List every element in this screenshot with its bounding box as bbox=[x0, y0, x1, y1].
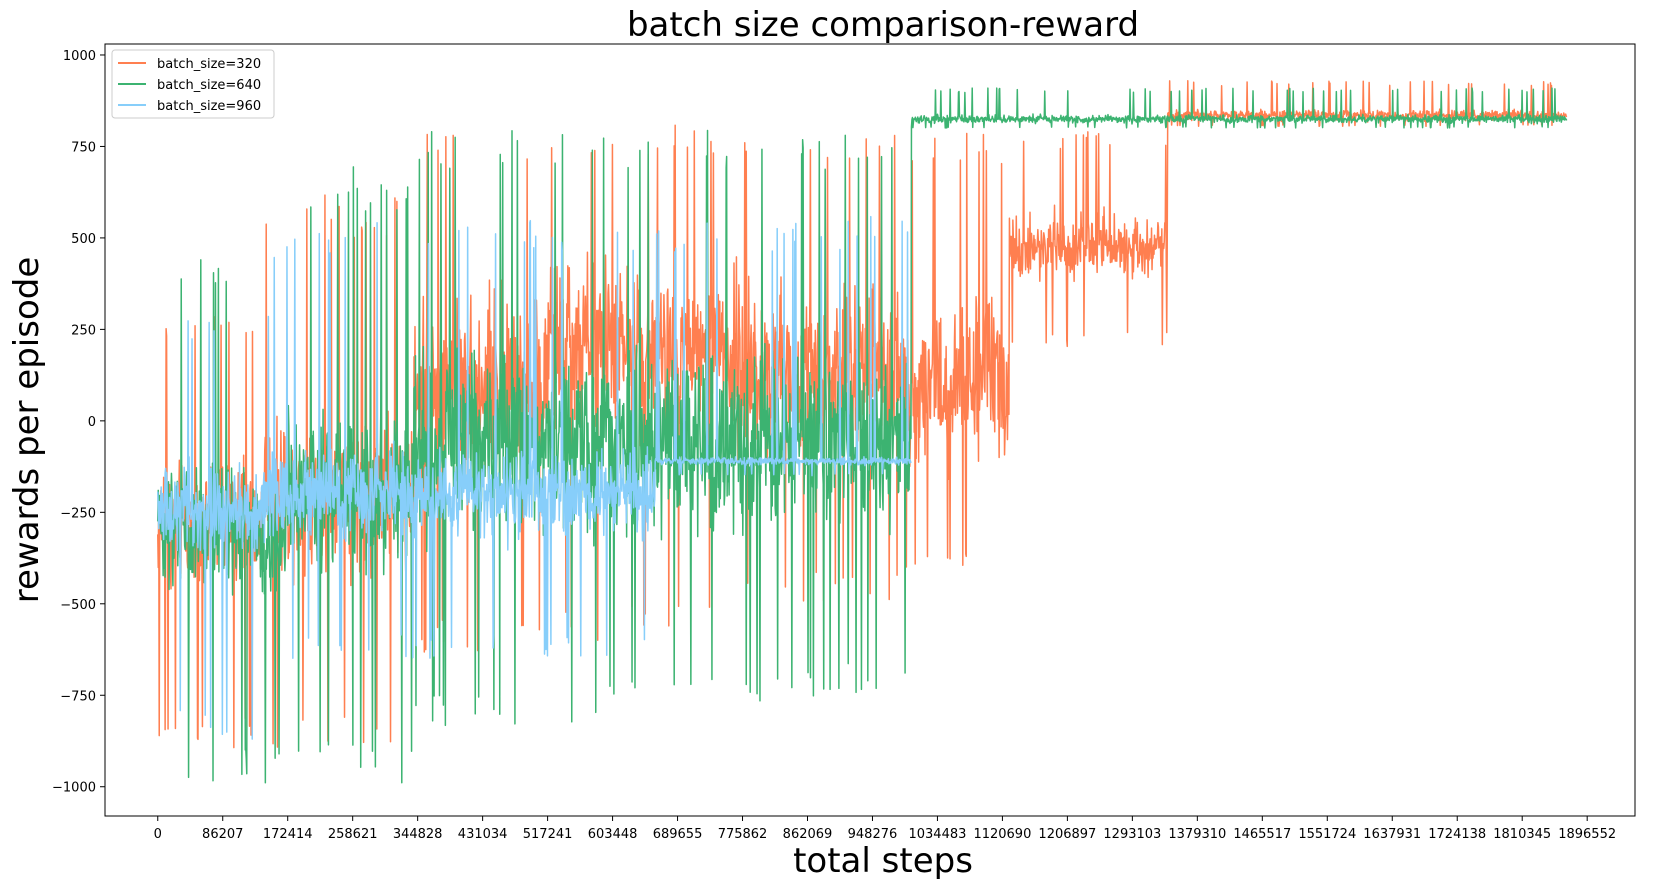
x-tick-label: 1724138 bbox=[1428, 827, 1486, 842]
x-tick-label: 86207 bbox=[202, 827, 243, 842]
y-tick-label: 0 bbox=[88, 415, 96, 430]
y-tick-label: −1000 bbox=[52, 781, 96, 796]
y-axis-label: rewards per episode bbox=[7, 257, 47, 604]
y-tick-label: −750 bbox=[60, 689, 96, 704]
x-tick-label: 1810345 bbox=[1493, 827, 1551, 842]
x-tick-label: 862069 bbox=[783, 827, 833, 842]
legend: batch_size=320 batch_size=640 batch_size=9… bbox=[111, 49, 275, 119]
x-tick-label: 1637931 bbox=[1363, 827, 1421, 842]
x-tick-label: 1120690 bbox=[973, 827, 1031, 842]
x-tick-label: 431034 bbox=[458, 827, 508, 842]
y-tick-label: −250 bbox=[60, 506, 96, 521]
legend-entries: batch_size=320 batch_size=640 batch_size=9… bbox=[118, 57, 261, 114]
x-tick-label: 0 bbox=[154, 827, 162, 842]
legend-label: batch_size=320 bbox=[157, 57, 261, 72]
y-axis-ticks: 1000 750 500 250 0 −250 −500 −750 −1000 bbox=[52, 49, 105, 796]
x-tick-label: 1206897 bbox=[1038, 827, 1096, 842]
x-axis-ticks: 0 86207 172414 258621 344828 431034 517241 6034… bbox=[154, 816, 1616, 842]
y-tick-label: 1000 bbox=[63, 49, 96, 64]
legend-label: batch_size=640 bbox=[157, 78, 261, 93]
x-tick-label: 1379310 bbox=[1168, 827, 1226, 842]
x-tick-label: 1293103 bbox=[1103, 827, 1161, 842]
x-tick-label: 603448 bbox=[588, 827, 638, 842]
x-tick-label: 517241 bbox=[523, 827, 573, 842]
plot-frame bbox=[104, 43, 1636, 817]
x-tick-label: 948276 bbox=[848, 827, 898, 842]
y-tick-label: −500 bbox=[60, 598, 96, 613]
x-tick-label: 344828 bbox=[393, 827, 443, 842]
x-tick-label: 775862 bbox=[718, 827, 768, 842]
x-tick-label: 1896552 bbox=[1558, 827, 1616, 842]
x-axis-label: total steps bbox=[793, 841, 973, 881]
plot-area bbox=[157, 79, 1568, 784]
legend-label: batch_size=960 bbox=[157, 99, 261, 114]
x-tick-label: 1465517 bbox=[1233, 827, 1291, 842]
x-tick-label: 1551724 bbox=[1298, 827, 1356, 842]
legend-box bbox=[111, 49, 275, 119]
x-tick-label: 258621 bbox=[328, 827, 378, 842]
x-tick-label: 689655 bbox=[653, 827, 703, 842]
x-tick-label: 1034483 bbox=[908, 827, 966, 842]
y-tick-label: 500 bbox=[71, 232, 96, 247]
x-tick-label: 172414 bbox=[263, 827, 313, 842]
chart-title: batch size comparison-reward bbox=[627, 5, 1139, 45]
series-line-batch-size-960 bbox=[157, 215, 912, 740]
y-tick-label: 750 bbox=[71, 140, 96, 155]
y-tick-label: 250 bbox=[71, 323, 96, 338]
